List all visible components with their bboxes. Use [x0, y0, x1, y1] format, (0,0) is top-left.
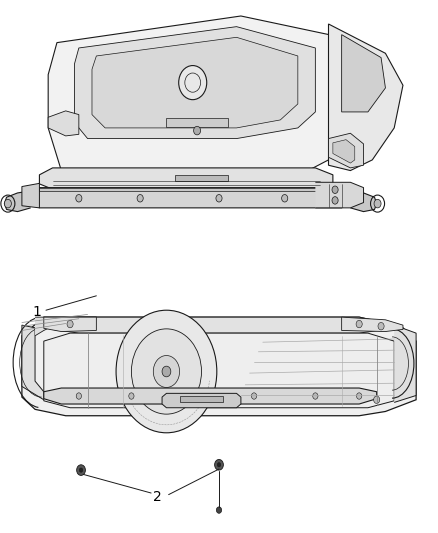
Circle shape	[79, 468, 83, 472]
Polygon shape	[48, 111, 79, 136]
Polygon shape	[53, 317, 385, 333]
Circle shape	[116, 310, 217, 433]
Polygon shape	[74, 27, 315, 139]
Circle shape	[356, 320, 362, 328]
Polygon shape	[333, 140, 355, 163]
Circle shape	[357, 393, 362, 399]
Polygon shape	[315, 182, 364, 208]
Circle shape	[313, 393, 318, 399]
Circle shape	[217, 463, 221, 467]
Polygon shape	[4, 191, 31, 212]
Circle shape	[131, 329, 201, 414]
Polygon shape	[22, 325, 61, 401]
Polygon shape	[394, 325, 416, 402]
Polygon shape	[162, 393, 241, 408]
Circle shape	[4, 199, 11, 208]
Circle shape	[332, 197, 338, 204]
Polygon shape	[92, 37, 298, 128]
Polygon shape	[48, 16, 359, 192]
Polygon shape	[44, 333, 394, 408]
Circle shape	[374, 396, 380, 403]
Polygon shape	[342, 317, 403, 332]
Circle shape	[153, 356, 180, 387]
Circle shape	[194, 126, 201, 135]
Text: 2: 2	[153, 490, 162, 504]
Polygon shape	[180, 396, 223, 402]
Polygon shape	[350, 191, 377, 212]
Circle shape	[374, 199, 381, 208]
Circle shape	[129, 393, 134, 399]
Circle shape	[76, 393, 81, 399]
Polygon shape	[44, 388, 377, 404]
Circle shape	[137, 195, 143, 202]
Circle shape	[251, 393, 257, 399]
Polygon shape	[328, 24, 403, 171]
Circle shape	[282, 195, 288, 202]
Circle shape	[77, 465, 85, 475]
Circle shape	[162, 366, 171, 377]
Polygon shape	[328, 133, 364, 168]
Text: 1: 1	[33, 305, 42, 319]
Polygon shape	[31, 188, 350, 208]
Polygon shape	[39, 168, 333, 189]
Circle shape	[67, 320, 73, 328]
Polygon shape	[22, 317, 416, 416]
Polygon shape	[44, 317, 96, 332]
Circle shape	[216, 507, 222, 513]
Circle shape	[216, 195, 222, 202]
Polygon shape	[342, 35, 385, 112]
Polygon shape	[35, 317, 96, 336]
Polygon shape	[39, 188, 342, 191]
Circle shape	[179, 66, 207, 100]
Circle shape	[332, 186, 338, 193]
Polygon shape	[22, 183, 39, 208]
Circle shape	[378, 322, 384, 330]
Polygon shape	[175, 175, 228, 181]
Circle shape	[76, 195, 82, 202]
Polygon shape	[166, 118, 228, 127]
Circle shape	[215, 459, 223, 470]
